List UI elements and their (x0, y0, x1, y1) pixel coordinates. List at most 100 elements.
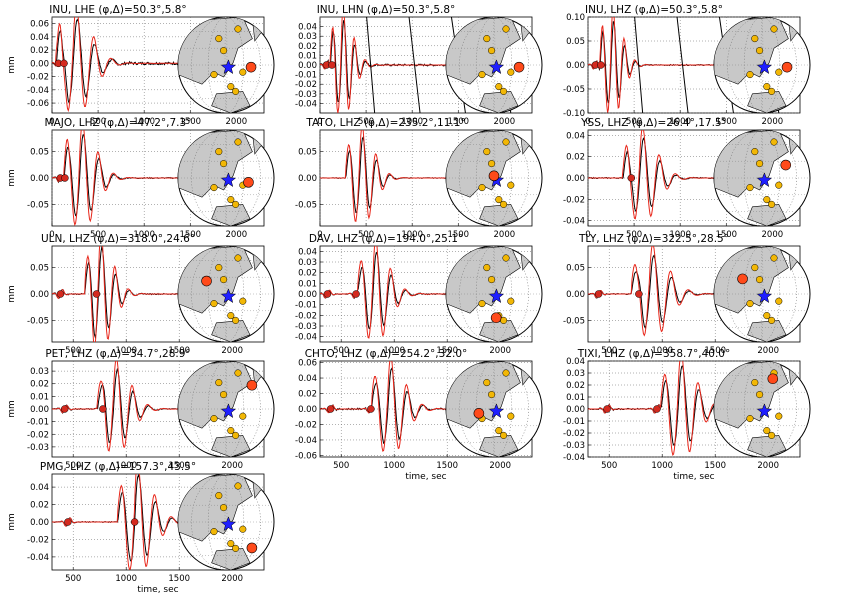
globe-inset (713, 245, 811, 343)
y-axis-label: mm (7, 513, 17, 531)
y-tick-label: 0.02 (298, 390, 317, 400)
meridian (744, 130, 781, 226)
panel-title: CHTO, LHZ (φ,Δ)=254.2°,32.0° (305, 348, 468, 360)
highlight-station (246, 379, 258, 391)
x-tick-label: 500 (358, 117, 374, 127)
y-axis-label: mm (7, 56, 17, 74)
highlight-station (490, 312, 502, 324)
y-tick-label: -0.03 (27, 443, 49, 453)
event-star (220, 403, 237, 419)
y-tick-label: -0.04 (295, 99, 317, 109)
highlight-station (245, 61, 257, 73)
station-marker (210, 71, 218, 79)
station-marker (763, 312, 771, 320)
station-marker (751, 264, 759, 272)
y-tick-label: -0.05 (563, 317, 585, 327)
station-marker (746, 71, 754, 79)
station-marker (220, 160, 228, 168)
x-tick-label: 2000 (489, 461, 511, 471)
station-marker (775, 181, 783, 189)
y-tick-label: -0.04 (295, 436, 317, 446)
y-tick-label: 0.02 (30, 501, 49, 511)
station-marker (500, 431, 508, 439)
globe-land (178, 361, 274, 457)
y-tick-label: 0.00 (566, 174, 585, 184)
station-marker (483, 379, 491, 387)
station-marker (220, 47, 228, 55)
globe-land (446, 246, 542, 342)
highlight-station (767, 373, 779, 385)
x-tick-label: 2000 (221, 461, 243, 471)
chart-panel-7: 0.040.030.020.010.00-0.01-0.02-0.03-0.04… (295, 233, 543, 356)
x-tick-label: 0 (585, 230, 590, 240)
meridian (459, 130, 529, 226)
phase-marker (92, 290, 101, 298)
station-marker (746, 300, 754, 308)
y-tick-label: 0.05 (566, 37, 585, 47)
x-tick-label: 0 (585, 117, 590, 127)
station-marker (500, 87, 508, 95)
station-marker (756, 276, 764, 284)
station-marker (751, 35, 759, 43)
highlight-station (201, 275, 212, 287)
station-marker (239, 412, 247, 420)
phase-marker (326, 405, 335, 413)
y-axis-label: mm (7, 285, 17, 303)
y-tick-label: -0.05 (27, 201, 49, 211)
y-tick-label: -0.02 (27, 535, 49, 545)
y-tick-label: -0.10 (563, 109, 585, 119)
y-tick-label: 0.04 (298, 247, 317, 257)
y-tick-label: -0.06 (27, 99, 49, 109)
glitch-trace (676, 17, 689, 113)
meridian (476, 130, 513, 226)
station-marker (488, 276, 496, 284)
y-tick-label: -0.03 (295, 322, 317, 332)
phase-marker (64, 518, 72, 526)
x-tick-label: 1000 (669, 117, 691, 127)
y-tick-label: 0.01 (30, 392, 49, 402)
event-star (756, 59, 773, 75)
panel-title: YSS, LHZ (φ,Δ)=26.4°,17.5° (580, 117, 727, 129)
y-tick-label: 0.04 (298, 23, 317, 33)
panel-title: MAJO, LHZ (φ,Δ)=47.2°,7.3° (45, 117, 192, 129)
phase-marker (594, 290, 603, 298)
x-tick-label: 2000 (489, 346, 511, 356)
station-marker (220, 391, 228, 399)
panel-title: DAV, LHZ (φ,Δ)=194.0°,25.1° (309, 233, 463, 245)
event-star (488, 288, 505, 304)
y-tick-label: 0.00 (566, 290, 585, 300)
y-tick-label: -0.02 (27, 430, 49, 440)
event-star (220, 172, 237, 188)
chart-panel-0: 0.06 0.04 0.02 0.00 -0.02 -0.04 -0.060 500 1000 1… (7, 4, 275, 127)
y-tick-label: 0.02 (30, 46, 49, 56)
station-marker (746, 184, 754, 192)
station-marker (495, 196, 503, 204)
highlight-station (513, 61, 525, 73)
phase-marker (60, 405, 69, 413)
station-marker (234, 138, 242, 146)
meridian (727, 17, 797, 113)
station-marker (239, 68, 247, 76)
meridian (459, 17, 529, 113)
x-tick-label: 1500 (179, 230, 201, 240)
y-tick-label: 0.04 (298, 374, 317, 384)
panel-title: TLY, LHZ (φ,Δ)=322.5°,28.5° (578, 233, 729, 245)
y-tick-label: -0.02 (295, 420, 317, 430)
meridian (207, 130, 244, 226)
station-marker (227, 427, 235, 435)
phase-marker (635, 290, 643, 298)
globe-inset (445, 360, 543, 458)
station-marker (478, 184, 486, 192)
y-tick-label: 0.05 (298, 147, 317, 157)
meridian (744, 17, 781, 113)
station-marker (756, 160, 764, 168)
y-tick-label: 0.01 (566, 393, 585, 403)
station-marker (768, 431, 776, 439)
globe-land (178, 246, 274, 342)
globe-land (714, 130, 810, 226)
meridian (744, 361, 781, 457)
station-marker (507, 297, 515, 305)
meridian (744, 246, 781, 342)
event-star (756, 288, 773, 304)
station-marker (507, 68, 515, 76)
